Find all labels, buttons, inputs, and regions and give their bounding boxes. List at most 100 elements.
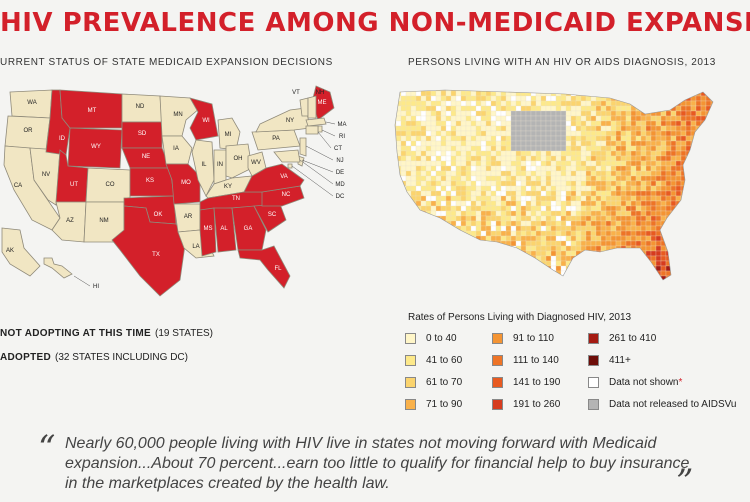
county-cell (645, 95, 652, 102)
county-cell (655, 230, 662, 237)
county-cell (580, 275, 587, 280)
county-cell (485, 100, 492, 107)
county-cell (645, 215, 652, 222)
county-cell (665, 180, 672, 187)
county-cell (465, 200, 472, 207)
county-cell (635, 260, 642, 267)
county-cell (660, 250, 667, 257)
county-cell (450, 110, 457, 117)
county-cell (645, 270, 652, 277)
county-cell (540, 205, 547, 212)
county-cell (505, 255, 512, 262)
county-cell (585, 105, 592, 112)
county-cell (405, 250, 412, 257)
county-cell (600, 120, 607, 127)
legend-label: Data not shown (609, 377, 679, 388)
county-cell (650, 185, 657, 192)
county-cell (520, 150, 527, 157)
county-cell (680, 100, 687, 107)
county-cell (426, 281, 431, 286)
county-cell (525, 215, 532, 222)
county-cell (420, 110, 427, 117)
county-cell (460, 205, 467, 212)
county-cell (570, 145, 577, 152)
county-cell (615, 155, 622, 162)
county-cell (710, 160, 713, 167)
county-cell (585, 165, 592, 172)
county-cell (475, 195, 482, 202)
county-cell (575, 190, 582, 197)
county-cell (475, 110, 482, 117)
county-cell (420, 115, 427, 122)
county-cell (395, 90, 397, 97)
county-cell (445, 130, 452, 137)
county-cell (705, 135, 712, 142)
state-mi (217, 117, 241, 151)
county-cell (495, 110, 502, 117)
county-cell (605, 235, 612, 242)
county-cell (585, 140, 592, 147)
county-cell (445, 215, 452, 222)
county-cell (710, 215, 713, 222)
county-cell (505, 200, 512, 207)
county-cell (465, 100, 472, 107)
county-cell (625, 180, 632, 187)
county-cell (650, 165, 657, 172)
county-cell (670, 190, 677, 197)
county-cell (420, 120, 427, 127)
county-cell (500, 160, 507, 167)
county-cell (515, 140, 522, 147)
county-cell (435, 185, 442, 192)
county-cell (455, 275, 462, 280)
county-cell (605, 260, 612, 267)
county-cell (485, 110, 492, 117)
county-cell (395, 270, 402, 277)
county-cell (475, 225, 482, 232)
county-cell (595, 125, 602, 132)
county-cell (675, 110, 682, 117)
county-cell (395, 175, 402, 182)
county-cell (535, 210, 542, 217)
county-cell (510, 265, 517, 272)
county-cell (616, 281, 621, 286)
county-cell (550, 155, 557, 162)
county-cell (550, 195, 557, 202)
county-cell (395, 185, 397, 192)
county-cell (600, 195, 607, 202)
county-cell (465, 205, 472, 212)
county-cell (565, 90, 572, 92)
county-cell (620, 130, 627, 137)
county-cell (635, 190, 642, 197)
county-cell (695, 130, 702, 137)
county-cell (505, 90, 512, 92)
county-cell (465, 125, 472, 132)
county-cell (510, 200, 517, 207)
county-cell (580, 120, 587, 127)
county-cell (625, 205, 632, 212)
county-cell (570, 175, 577, 182)
county-cell (481, 286, 486, 291)
county-cell (570, 90, 577, 92)
county-cell (430, 235, 437, 242)
county-cell (510, 130, 517, 137)
legend-not-adopting: NOT ADOPTING AT THIS TIME (19 STATES) (0, 323, 213, 343)
county-cell (560, 180, 567, 187)
county-cell (695, 185, 702, 192)
county-cell (530, 120, 537, 127)
county-cell (640, 225, 647, 232)
county-cell (675, 140, 682, 147)
county-cell (460, 170, 467, 177)
county-cell (495, 115, 502, 122)
county-cell (716, 166, 721, 171)
county-cell (620, 155, 627, 162)
county-cell (716, 236, 721, 241)
state-ia (161, 135, 193, 165)
county-cell (540, 195, 547, 202)
county-cell (605, 240, 612, 247)
county-cell (685, 255, 692, 262)
county-cell (645, 165, 652, 172)
county-cell (640, 255, 647, 262)
state-label-co: CO (106, 182, 115, 188)
county-cell (535, 235, 542, 242)
county-cell (605, 125, 612, 132)
